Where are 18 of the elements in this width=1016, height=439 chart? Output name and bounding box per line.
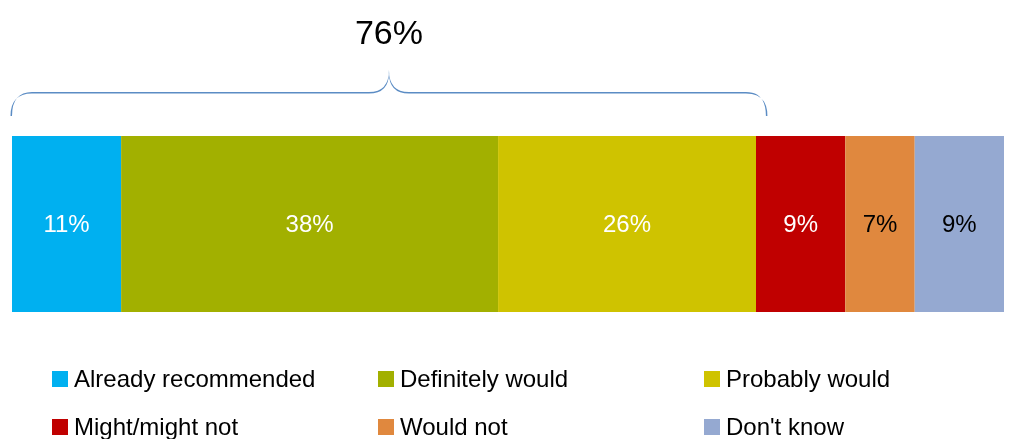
text: 76% [354, 13, 423, 51]
data-label: 9% [942, 210, 977, 238]
data-label: 11% [43, 210, 90, 238]
data-label: 26% [603, 210, 652, 238]
legend-label: Would not [400, 413, 508, 439]
bar [914, 136, 1004, 312]
legend-label: Probably would [726, 365, 891, 393]
bar [121, 136, 499, 312]
legend-label: Already recommended [74, 365, 316, 393]
legend-label: Don't know [726, 413, 845, 439]
bar [756, 136, 846, 312]
data-label: 7% [862, 210, 898, 238]
bar [12, 136, 122, 312]
bar [498, 136, 756, 312]
data-label: 9% [783, 210, 818, 238]
bar [845, 136, 915, 312]
legend-label: Definitely would [400, 365, 569, 393]
data-label: 38% [285, 210, 334, 238]
